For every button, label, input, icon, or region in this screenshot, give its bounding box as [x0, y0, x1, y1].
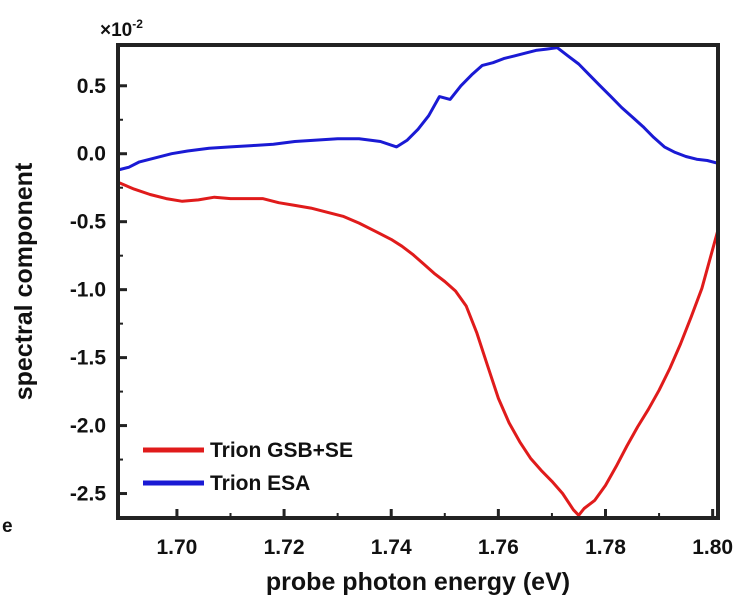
y-axis-title: spectral component — [10, 162, 38, 400]
x-tick-label: 1.70 — [156, 536, 197, 559]
y-tick-label: -2.0 — [70, 415, 106, 438]
y-tick-label: -1.5 — [70, 347, 107, 370]
x-tick-label: 1.74 — [371, 536, 412, 559]
x-tick-label: 1.72 — [264, 536, 305, 559]
plot-lines — [116, 46, 720, 517]
y-multiplier-exponent: -2 — [132, 17, 143, 31]
y-multiplier-label: ×10-2 — [100, 17, 143, 41]
y-tick-label: 0.5 — [77, 75, 107, 98]
y-multiplier-base: ×10 — [100, 20, 132, 41]
y-tick-label: 0.0 — [77, 143, 106, 166]
y-tick-label: -1.0 — [70, 279, 106, 302]
x-tick-label: 1.76 — [478, 536, 519, 559]
legend-label-trion-esa: Trion ESA — [210, 472, 310, 495]
y-axis-ticks: 0.5 0.0 -0.5 -1.0 -1.5 -2.0 -2.5 — [70, 75, 127, 506]
legend: Trion GSB+SE Trion ESA — [143, 439, 353, 495]
y-tick-label: -0.5 — [70, 211, 107, 234]
x-axis-title: probe photon energy (eV) — [266, 568, 570, 596]
panel-label: e — [2, 516, 13, 537]
plot-frame — [116, 43, 720, 520]
legend-label-trion-gsb-se: Trion GSB+SE — [210, 439, 353, 462]
x-axis-ticks: 1.70 1.72 1.74 1.76 1.78 1.80 — [156, 509, 733, 559]
x-tick-label: 1.80 — [692, 536, 733, 559]
series-line-trion-esa — [116, 46, 720, 172]
x-tick-label: 1.78 — [585, 536, 626, 559]
y-tick-label: -2.5 — [70, 483, 107, 506]
series-line-trion-gsb-se — [116, 180, 720, 517]
